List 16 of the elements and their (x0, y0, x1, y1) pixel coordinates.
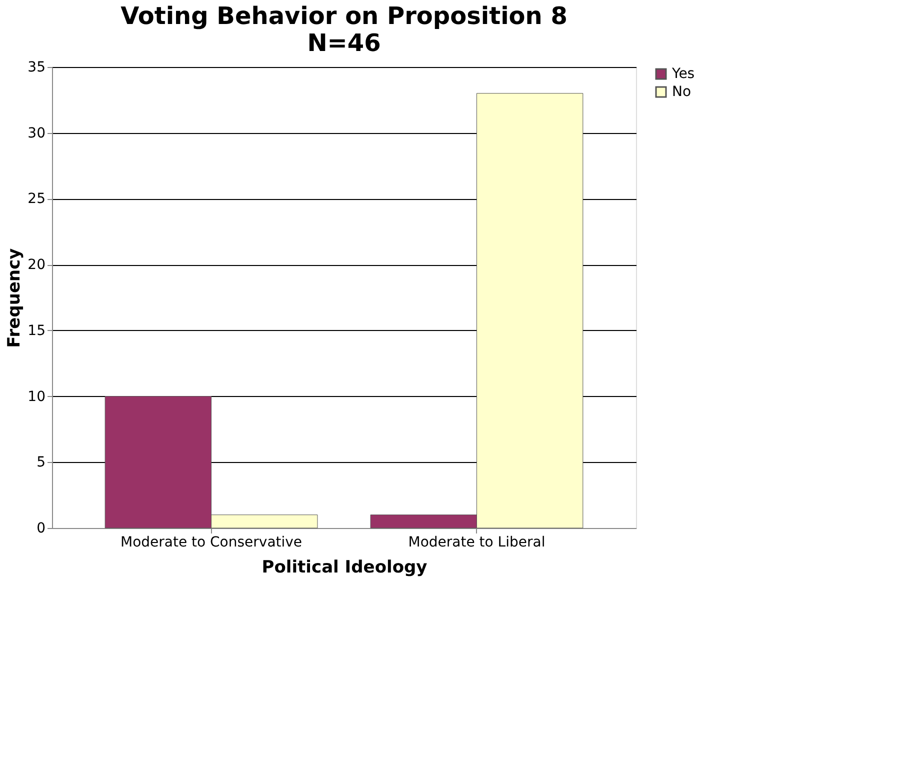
y-tick-label: 15 (28, 322, 46, 339)
y-tick-label: 10 (28, 388, 46, 405)
y-tick-label: 30 (28, 125, 46, 142)
legend-label: Yes (671, 66, 695, 82)
chart-title: Voting Behavior on Proposition 8 (120, 2, 568, 30)
y-tick-label: 20 (28, 257, 46, 274)
x-axis-title: Political Ideology (262, 558, 428, 578)
x-tick-label: Moderate to Conservative (120, 534, 302, 550)
chart-subtitle: N=46 (307, 29, 381, 57)
legend-label: No (672, 84, 692, 100)
x-tick-label: Moderate to Liberal (408, 534, 546, 550)
y-tick-label: 0 (36, 520, 46, 536)
y-axis-title: Frequency (4, 248, 25, 348)
y-tick-label: 5 (36, 454, 46, 471)
y-tick-label: 35 (28, 60, 46, 76)
y-tick-label: 25 (28, 191, 46, 208)
